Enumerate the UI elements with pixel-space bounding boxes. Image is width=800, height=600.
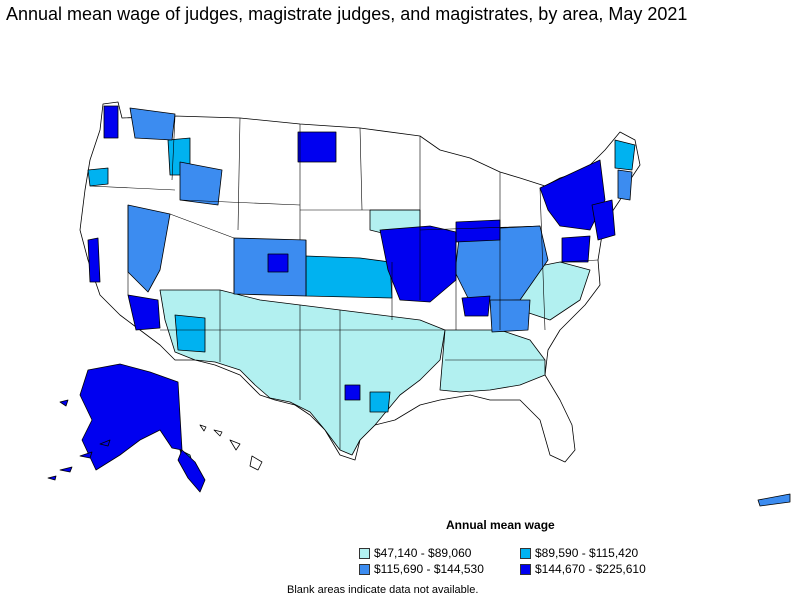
legend-swatch xyxy=(520,547,531,559)
legend-label: $89,590 - $115,420 xyxy=(535,546,639,560)
legend-swatch xyxy=(359,563,370,575)
region-ny-dark xyxy=(539,159,606,231)
region-southwest xyxy=(159,289,446,456)
hawaii xyxy=(199,424,263,471)
legend-item-third: $115,690 - $144,530 xyxy=(359,562,484,576)
region-texas-coast-mid xyxy=(369,391,391,413)
region-dc-dark xyxy=(561,235,591,263)
legend-title: Annual mean wage xyxy=(446,518,555,532)
legend-label: $115,690 - $144,530 xyxy=(374,562,484,576)
region-denver-dark xyxy=(267,253,289,273)
boundary-lines xyxy=(89,115,599,450)
region-south xyxy=(439,329,546,393)
legend-swatch xyxy=(359,547,370,559)
legend-item-highest: $144,670 - $225,610 xyxy=(520,562,646,576)
legend-swatch xyxy=(520,563,531,575)
legend-label: $47,140 - $89,060 xyxy=(374,546,472,560)
region-oregon-mid xyxy=(87,167,109,187)
region-kansas xyxy=(305,255,393,299)
region-ohio-dark xyxy=(455,219,501,243)
region-texas-dark xyxy=(344,384,361,401)
region-sw-dark xyxy=(127,294,161,331)
region-idaho-blue xyxy=(179,161,223,206)
region-arizona-mid xyxy=(174,314,206,353)
aleutians xyxy=(47,399,111,481)
region-seattle-dark xyxy=(103,105,119,139)
legend-item-lowest: $47,140 - $89,060 xyxy=(359,546,471,560)
footnote: Blank areas indicate data not available. xyxy=(287,584,479,596)
region-pr xyxy=(757,493,791,507)
region-maine-mid xyxy=(614,139,636,171)
legend-label: $144,670 - $225,610 xyxy=(535,562,646,576)
region-tennessee xyxy=(489,299,531,333)
region-illinois-dark xyxy=(379,225,457,303)
region-washington-blue xyxy=(129,107,176,141)
region-ca-coast-dark xyxy=(87,237,101,283)
map-title: Annual mean wage of judges, magistrate j… xyxy=(6,4,688,24)
region-new-england-blue xyxy=(617,169,633,201)
region-kentucky-dark xyxy=(461,295,491,317)
region-alaska-panhandle xyxy=(177,449,206,493)
region-montana-dark xyxy=(297,131,337,163)
region-nj-dark xyxy=(591,199,616,241)
legend-item-second: $89,590 - $115,420 xyxy=(520,546,638,560)
region-alaska-dark xyxy=(79,363,183,471)
